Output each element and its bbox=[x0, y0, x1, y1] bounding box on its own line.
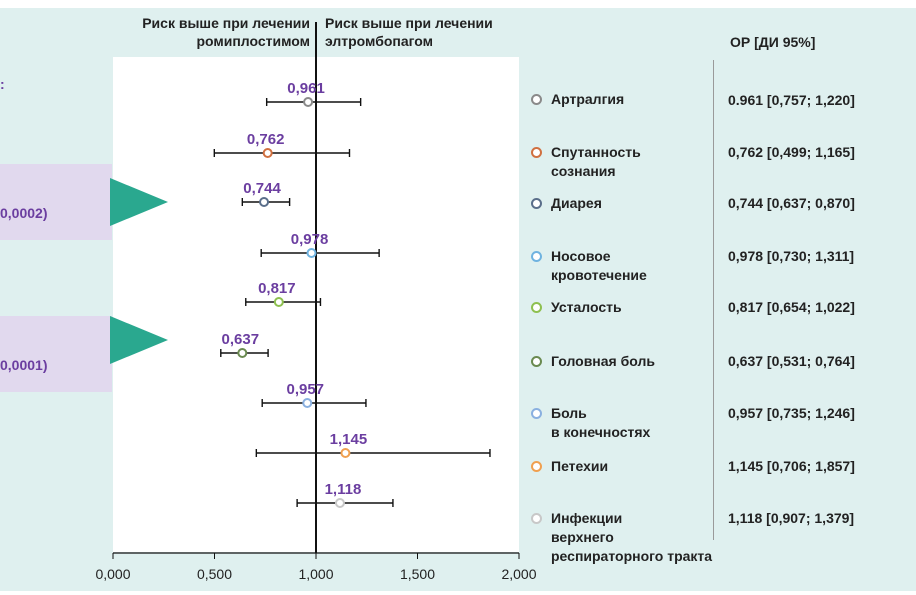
or-value: 0,744 [0,637; 0,870] bbox=[728, 195, 855, 211]
legend-marker-icon bbox=[531, 408, 542, 419]
point-estimate bbox=[262, 148, 273, 158]
value-label: 0,978 bbox=[291, 231, 329, 248]
point-estimate bbox=[340, 448, 351, 458]
value-label: 0,762 bbox=[247, 131, 285, 148]
legend-label: Головная боль bbox=[551, 353, 655, 369]
value-label: 0,961 bbox=[287, 80, 325, 97]
or-value: 0,978 [0,730; 1,311] bbox=[728, 248, 855, 264]
legend-label: Боль в конечностях bbox=[551, 405, 651, 440]
legend-marker-icon bbox=[531, 251, 542, 262]
value-label: 1,145 bbox=[330, 431, 368, 448]
legend-marker-icon bbox=[531, 513, 542, 524]
or-value: 1,145 [0,706; 1,857] bbox=[728, 458, 855, 474]
legend-marker-icon bbox=[531, 147, 542, 158]
value-label: 0,744 bbox=[243, 180, 281, 197]
or-value: 0,957 [0,735; 1,246] bbox=[728, 405, 855, 421]
or-value: 0,817 [0,654; 1,022] bbox=[728, 299, 855, 315]
x-tick-label: 1,500 bbox=[400, 566, 435, 582]
arrow-right-icon bbox=[110, 178, 168, 226]
point-estimate bbox=[273, 297, 284, 307]
legend-label: Спутанность сознания bbox=[551, 144, 641, 179]
header-left: Риск выше при лечении ромиплостимом bbox=[142, 15, 310, 49]
point-estimate bbox=[306, 248, 317, 258]
side-box-2-text: 0,0001) bbox=[0, 357, 48, 373]
legend-marker-icon bbox=[531, 461, 542, 472]
legend-marker-icon bbox=[531, 94, 542, 105]
or-column-title: ОР [ДИ 95%] bbox=[730, 34, 816, 50]
legend-marker-icon bbox=[531, 198, 542, 209]
legend-marker-icon bbox=[531, 356, 542, 367]
x-tick-label: 0,000 bbox=[95, 566, 130, 582]
side-box-1 bbox=[0, 164, 112, 240]
x-tick-label: 0,500 bbox=[197, 566, 232, 582]
or-value: 0,637 [0,531; 0,764] bbox=[728, 353, 855, 369]
arrow-right-icon bbox=[110, 316, 168, 364]
legend-label: Диарея bbox=[551, 195, 602, 211]
value-label: 0,957 bbox=[286, 381, 324, 398]
or-value: 0.961 [0,757; 1,220] bbox=[728, 92, 855, 108]
colon-mark: : bbox=[0, 76, 5, 92]
separator-line bbox=[713, 60, 714, 540]
x-tick-label: 2,000 bbox=[501, 566, 536, 582]
value-label: 1,118 bbox=[325, 481, 362, 498]
or-value: 1,118 [0,907; 1,379] bbox=[728, 510, 855, 526]
point-estimate bbox=[303, 97, 314, 107]
legend-label: Инфекции верхнего респираторного тракта bbox=[551, 510, 713, 564]
point-estimate bbox=[302, 398, 313, 408]
legend-label: Артралгия bbox=[551, 91, 625, 107]
side-box-1-text: 0,0002) bbox=[0, 205, 48, 221]
header-right: Риск выше при лечении элтромбопагом bbox=[325, 15, 493, 49]
or-value: 0,762 [0,499; 1,165] bbox=[728, 144, 855, 160]
point-estimate bbox=[334, 498, 345, 508]
value-label: 0,637 bbox=[222, 331, 260, 348]
legend-label: Носовое кровотечение bbox=[551, 248, 647, 283]
x-tick-label: 1,000 bbox=[298, 566, 333, 582]
legend-label: Петехии bbox=[551, 458, 609, 474]
point-estimate bbox=[259, 197, 270, 207]
point-estimate bbox=[237, 348, 248, 358]
legend-marker-icon bbox=[531, 302, 542, 313]
value-label: 0,817 bbox=[258, 280, 296, 297]
side-box-2 bbox=[0, 316, 112, 392]
legend-label: Усталость bbox=[551, 299, 622, 315]
